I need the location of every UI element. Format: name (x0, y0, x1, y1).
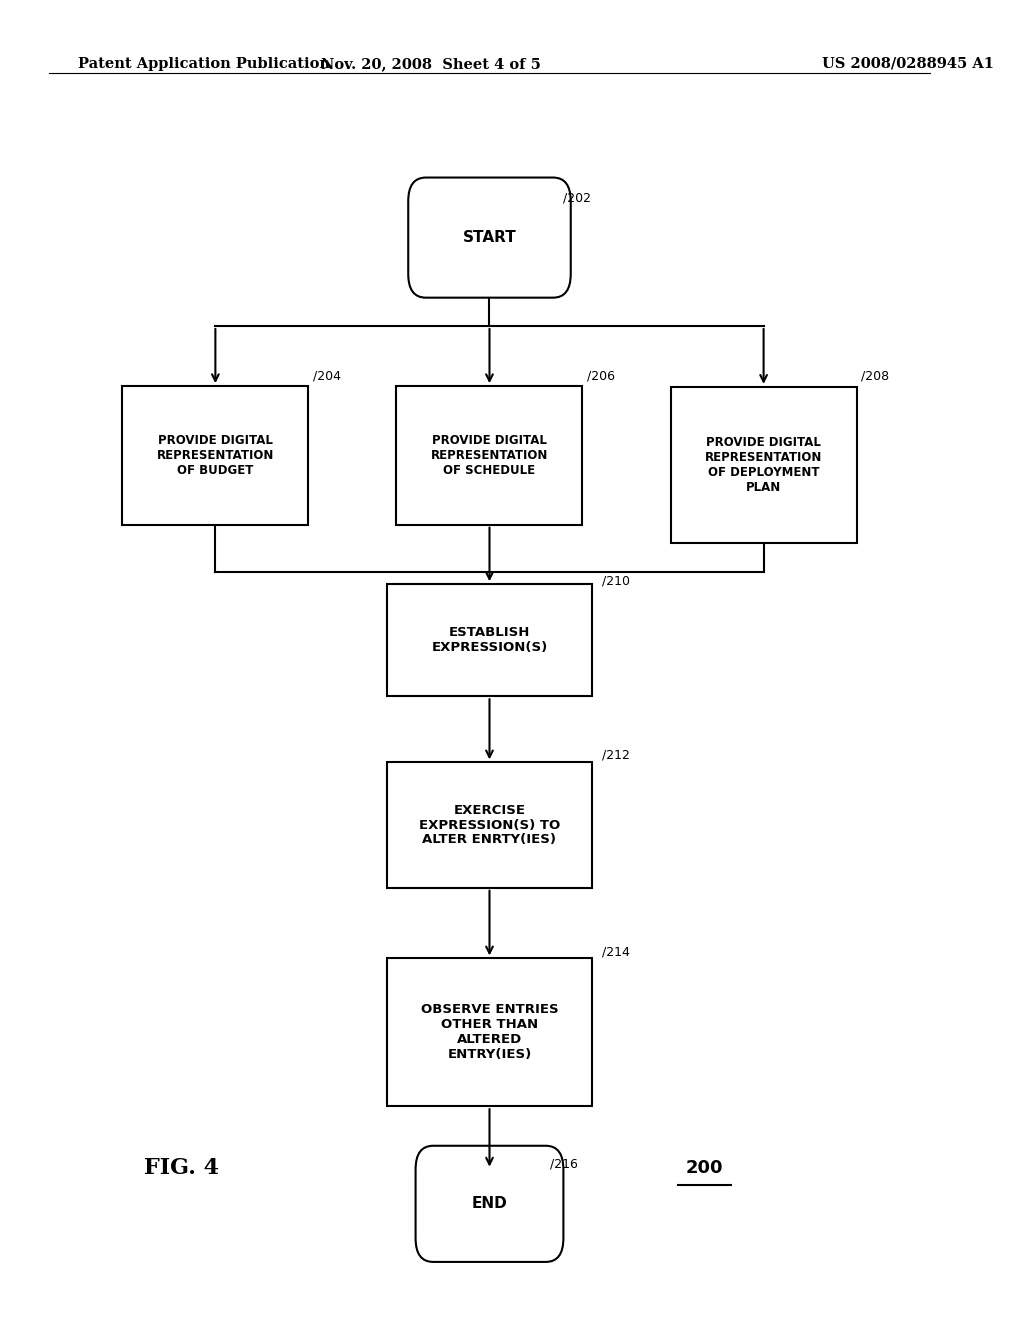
Text: US 2008/0288945 A1: US 2008/0288945 A1 (822, 57, 994, 71)
Text: /206: /206 (588, 370, 615, 383)
Bar (387, 583, 592, 697)
Text: /204: /204 (313, 370, 341, 383)
Text: /214: /214 (602, 945, 630, 958)
Text: Nov. 20, 2008  Sheet 4 of 5: Nov. 20, 2008 Sheet 4 of 5 (321, 57, 541, 71)
Text: Patent Application Publication: Patent Application Publication (78, 57, 331, 71)
Text: EXERCISE
EXPRESSION(S) TO
ALTER ENRTY(IES): EXERCISE EXPRESSION(S) TO ALTER ENRTY(IE… (419, 804, 560, 846)
FancyBboxPatch shape (409, 178, 570, 298)
Bar (387, 958, 592, 1106)
Text: OBSERVE ENTRIES
OTHER THAN
ALTERED
ENTRY(IES): OBSERVE ENTRIES OTHER THAN ALTERED ENTRY… (421, 1003, 558, 1061)
Text: 200: 200 (686, 1159, 724, 1177)
Text: FIG. 4: FIG. 4 (143, 1158, 218, 1179)
Text: /216: /216 (550, 1158, 579, 1171)
Text: START: START (463, 230, 516, 246)
FancyBboxPatch shape (416, 1146, 563, 1262)
Bar (396, 385, 583, 524)
Text: PROVIDE DIGITAL
REPRESENTATION
OF BUDGET: PROVIDE DIGITAL REPRESENTATION OF BUDGET (157, 434, 274, 477)
Text: END: END (472, 1196, 507, 1212)
Bar (387, 763, 592, 887)
Bar (671, 387, 857, 543)
Text: ESTABLISH
EXPRESSION(S): ESTABLISH EXPRESSION(S) (431, 626, 548, 655)
Text: PROVIDE DIGITAL
REPRESENTATION
OF DEPLOYMENT
PLAN: PROVIDE DIGITAL REPRESENTATION OF DEPLOY… (705, 436, 822, 494)
Text: /210: /210 (602, 574, 630, 587)
Text: PROVIDE DIGITAL
REPRESENTATION
OF SCHEDULE: PROVIDE DIGITAL REPRESENTATION OF SCHEDU… (431, 434, 548, 477)
Text: /212: /212 (602, 748, 630, 762)
Text: /208: /208 (861, 370, 890, 383)
Text: /202: /202 (563, 191, 591, 205)
Bar (123, 385, 308, 524)
